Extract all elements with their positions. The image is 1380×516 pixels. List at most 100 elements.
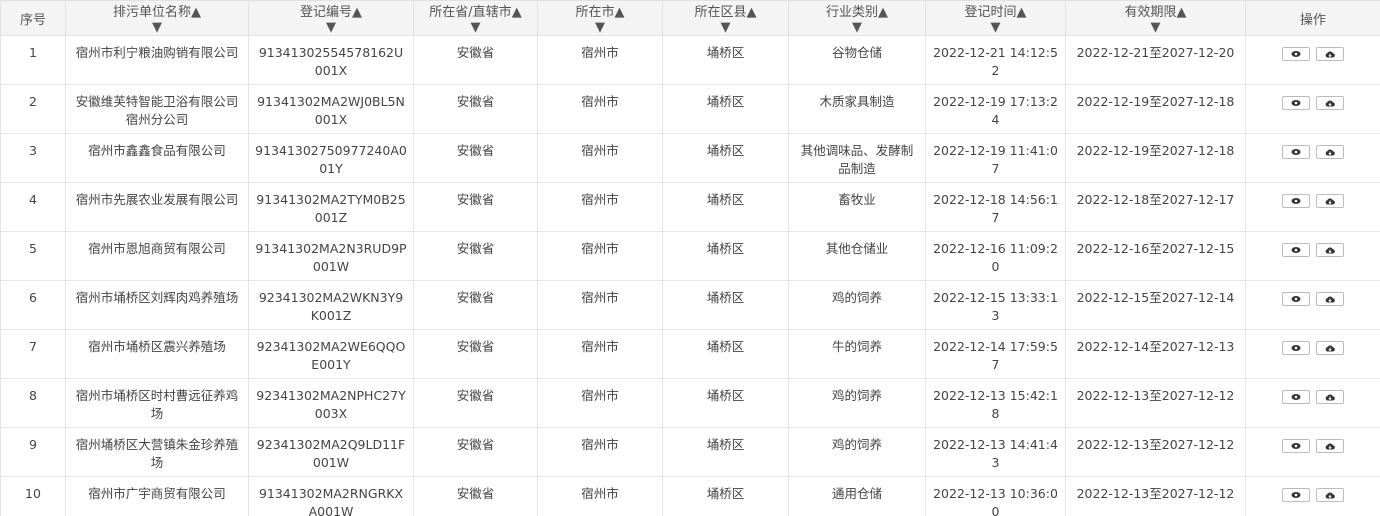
table-row: 7 宿州市埇桥区震兴养殖场 92341302MA2WE6QQOE001Y 安徽省 宿州市… <box>0 329 1380 379</box>
view-button[interactable] <box>1282 95 1310 110</box>
view-button[interactable] <box>1282 193 1310 208</box>
table-cell: 宿州市 <box>537 329 663 379</box>
action-cell <box>1245 133 1380 183</box>
table-cell: 埇桥区 <box>662 280 789 330</box>
download-button[interactable] <box>1316 487 1344 502</box>
view-button[interactable] <box>1282 389 1310 404</box>
column-header[interactable]: 行业类别▲ ▼ <box>788 0 926 36</box>
action-cell <box>1245 378 1380 428</box>
column-header[interactable]: 所在区县▲ ▼ <box>662 0 789 36</box>
download-button[interactable] <box>1316 291 1344 306</box>
table-row: 6 宿州市埇桥区刘辉肉鸡养殖场 92341302MA2WKN3Y9K001Z 安徽省宿… <box>0 280 1380 330</box>
table-cell: 埇桥区 <box>662 84 789 134</box>
table-cell: 2022-12-19 11:41:07 <box>925 133 1066 183</box>
table-cell: 宿州市 <box>537 182 663 232</box>
action-cell <box>1245 182 1380 232</box>
column-header[interactable]: 所在省/直辖市▲ ▼ <box>413 0 538 36</box>
column-header[interactable]: 登记编号▲ ▼ <box>248 0 414 36</box>
table-cell: 安徽维芙特智能卫浴有限公司宿州分公司 <box>65 84 249 134</box>
column-title: 登记时间 <box>964 5 1017 20</box>
table-cell: 宿州市埇桥区震兴养殖场 <box>65 329 249 379</box>
table-cell: 畜牧业 <box>788 182 926 232</box>
download-button[interactable] <box>1316 95 1344 110</box>
download-button[interactable] <box>1316 46 1344 61</box>
column-title: 有效期限 <box>1124 5 1177 20</box>
table-row: 2 安徽维芙特智能卫浴有限公司宿州分公司 91341302MA2WJ0BL5N001… <box>0 84 1380 134</box>
table-cell: 宿州市埇桥区时村曹远征养鸡场 <box>65 378 249 428</box>
column-header[interactable]: 排污单位名称▲ ▼ <box>65 0 249 36</box>
header-row: 序号 排污单位名称▲ ▼ 登记编号▲ ▼ 所在省/直辖市▲ ▼ 所在市▲ ▼ 所在区县▲ ▼ 行业类别… <box>0 0 1380 36</box>
table-cell: 91341302MA2WJ0BL5N001X <box>248 84 414 134</box>
sort-icon[interactable]: ▲ ▼ <box>720 5 757 35</box>
table-cell: 1 <box>0 35 66 85</box>
sort-icon[interactable]: ▲ ▼ <box>470 5 522 35</box>
table-cell: 其他仓储业 <box>788 231 926 281</box>
table-cell: 谷物仓储 <box>788 35 926 85</box>
view-button[interactable] <box>1282 291 1310 306</box>
table-body: 1 宿州市利宁粮油购销有限公司 91341302554578162U001X 安徽省宿… <box>0 35 1380 516</box>
download-button[interactable] <box>1316 242 1344 257</box>
view-button[interactable] <box>1282 487 1310 502</box>
table-cell: 2022-12-13至2027-12-12 <box>1065 427 1246 477</box>
action-cell <box>1245 280 1380 330</box>
sort-icon[interactable]: ▲ ▼ <box>1150 5 1187 35</box>
table-cell: 安徽省 <box>413 329 538 379</box>
download-button[interactable] <box>1316 438 1344 453</box>
table-cell: 2022-12-13 15:42:18 <box>925 378 1066 428</box>
table-cell: 鸡的饲养 <box>788 378 926 428</box>
action-cell <box>1245 231 1380 281</box>
table-cell: 埇桥区 <box>662 329 789 379</box>
table-cell: 2 <box>0 84 66 134</box>
table-cell: 7 <box>0 329 66 379</box>
download-button[interactable] <box>1316 193 1344 208</box>
table-cell: 安徽省 <box>413 427 538 477</box>
column-header[interactable]: 登记时间▲ ▼ <box>925 0 1066 36</box>
sort-icon[interactable]: ▲ ▼ <box>852 5 888 35</box>
column-header[interactable]: 所在市▲ ▼ <box>537 0 663 36</box>
view-button[interactable] <box>1282 144 1310 159</box>
table-cell: 安徽省 <box>413 182 538 232</box>
table-cell: 92341302MA2NPHC27Y003X <box>248 378 414 428</box>
view-button[interactable] <box>1282 340 1310 355</box>
column-header[interactable]: 有效期限▲ ▼ <box>1065 0 1246 36</box>
table-cell: 鸡的饲养 <box>788 427 926 477</box>
column-header: 序号 <box>0 0 66 36</box>
table-cell: 安徽省 <box>413 35 538 85</box>
table-cell: 2022-12-19至2027-12-18 <box>1065 133 1246 183</box>
table-cell: 牛的饲养 <box>788 329 926 379</box>
table-cell: 91341302MA2RNGRKXA001W <box>248 476 414 516</box>
table-cell: 91341302MA2TYM0B25001Z <box>248 182 414 232</box>
table-cell: 91341302554578162U001X <box>248 35 414 85</box>
table-cell: 2022-12-18 14:56:17 <box>925 182 1066 232</box>
table-cell: 2022-12-15至2027-12-14 <box>1065 280 1246 330</box>
download-button[interactable] <box>1316 144 1344 159</box>
sort-icon[interactable]: ▲ ▼ <box>326 5 362 35</box>
table-cell: 埇桥区 <box>662 476 789 516</box>
table-cell: 宿州市 <box>537 84 663 134</box>
table-cell: 安徽省 <box>413 231 538 281</box>
download-button[interactable] <box>1316 340 1344 355</box>
download-button[interactable] <box>1316 389 1344 404</box>
table-cell: 10 <box>0 476 66 516</box>
action-cell <box>1245 476 1380 516</box>
table-cell: 安徽省 <box>413 133 538 183</box>
table-cell: 埇桥区 <box>662 133 789 183</box>
table-cell: 2022-12-18至2027-12-17 <box>1065 182 1246 232</box>
view-button[interactable] <box>1282 46 1310 61</box>
table-cell: 2022-12-13 14:41:43 <box>925 427 1066 477</box>
table-cell: 3 <box>0 133 66 183</box>
view-button[interactable] <box>1282 438 1310 453</box>
table-cell: 2022-12-19 17:13:24 <box>925 84 1066 134</box>
table-cell: 91341302750977240A001Y <box>248 133 414 183</box>
table-row: 8 宿州市埇桥区时村曹远征养鸡场 92341302MA2NPHC27Y003X 安徽省… <box>0 378 1380 428</box>
table-cell: 木质家具制造 <box>788 84 926 134</box>
sort-icon[interactable]: ▲ ▼ <box>990 5 1027 35</box>
sort-icon[interactable]: ▲ ▼ <box>152 5 201 35</box>
table-cell: 2022-12-16 11:09:20 <box>925 231 1066 281</box>
table-cell: 6 <box>0 280 66 330</box>
sort-icon[interactable]: ▲ ▼ <box>595 5 625 35</box>
view-button[interactable] <box>1282 242 1310 257</box>
table-cell: 2022-12-13至2027-12-12 <box>1065 476 1246 516</box>
table-cell: 2022-12-13 10:36:00 <box>925 476 1066 516</box>
